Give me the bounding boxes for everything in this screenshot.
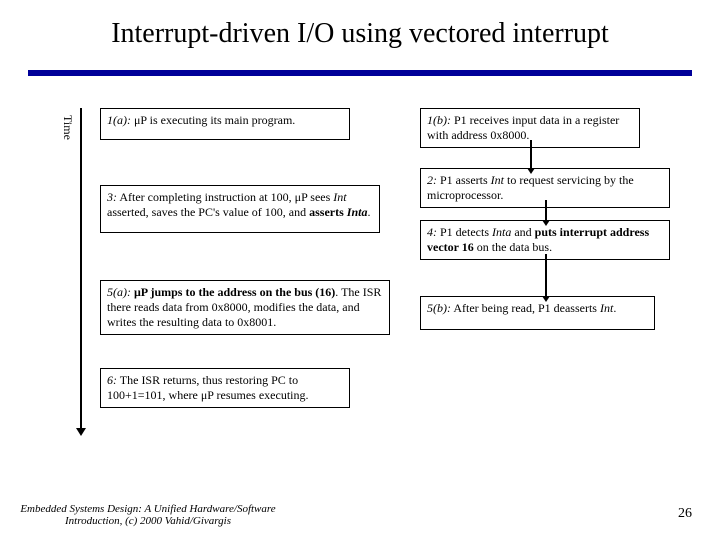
step-box-b6: 6: The ISR returns, thus restoring PC to… — [100, 368, 350, 408]
step-box-b5b: 5(b): After being read, P1 deasserts Int… — [420, 296, 655, 330]
flow-arrow-0 — [530, 140, 532, 168]
step-box-b3: 3: After completing instruction at 100, … — [100, 185, 380, 233]
slide-title: Interrupt-driven I/O using vectored inte… — [0, 18, 720, 50]
title-rule — [28, 70, 692, 76]
time-axis-label: Time — [60, 115, 75, 140]
flow-arrow-1 — [545, 200, 547, 220]
page-number: 26 — [678, 506, 692, 522]
slide: Interrupt-driven I/O using vectored inte… — [0, 0, 720, 540]
step-box-b1a: 1(a): μP is executing its main program. — [100, 108, 350, 140]
step-box-b5a: 5(a): μP jumps to the address on the bus… — [100, 280, 390, 335]
flow-arrow-2 — [545, 254, 547, 296]
time-axis-arrow — [80, 108, 82, 428]
footer-citation: Embedded Systems Design: A Unified Hardw… — [18, 503, 278, 528]
